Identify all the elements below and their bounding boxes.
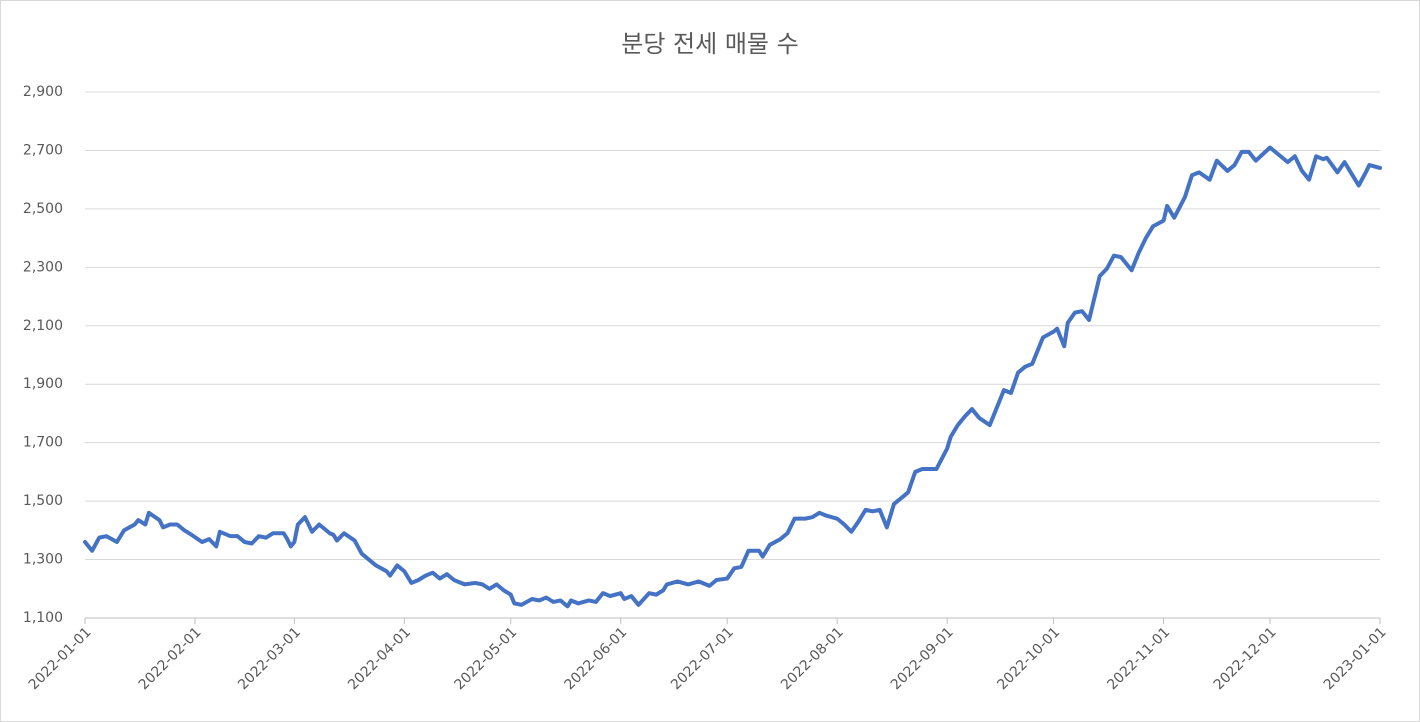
y-tick-label: 2,100 — [23, 318, 63, 334]
y-tick-label: 2,500 — [23, 201, 63, 217]
y-tick-label: 1,500 — [23, 493, 63, 509]
y-tick-label: 1,300 — [23, 552, 63, 568]
y-tick-label: 2,700 — [23, 142, 63, 158]
y-tick-label: 1,900 — [23, 376, 63, 392]
y-tick-label: 1,700 — [23, 435, 63, 451]
y-tick-label: 2,300 — [23, 259, 63, 275]
series-line — [83, 145, 1382, 609]
y-tick-label: 1,100 — [23, 610, 63, 626]
y-tick-label: 2,900 — [23, 84, 63, 100]
chart-title: 분당 전세 매물 수 — [621, 30, 798, 58]
